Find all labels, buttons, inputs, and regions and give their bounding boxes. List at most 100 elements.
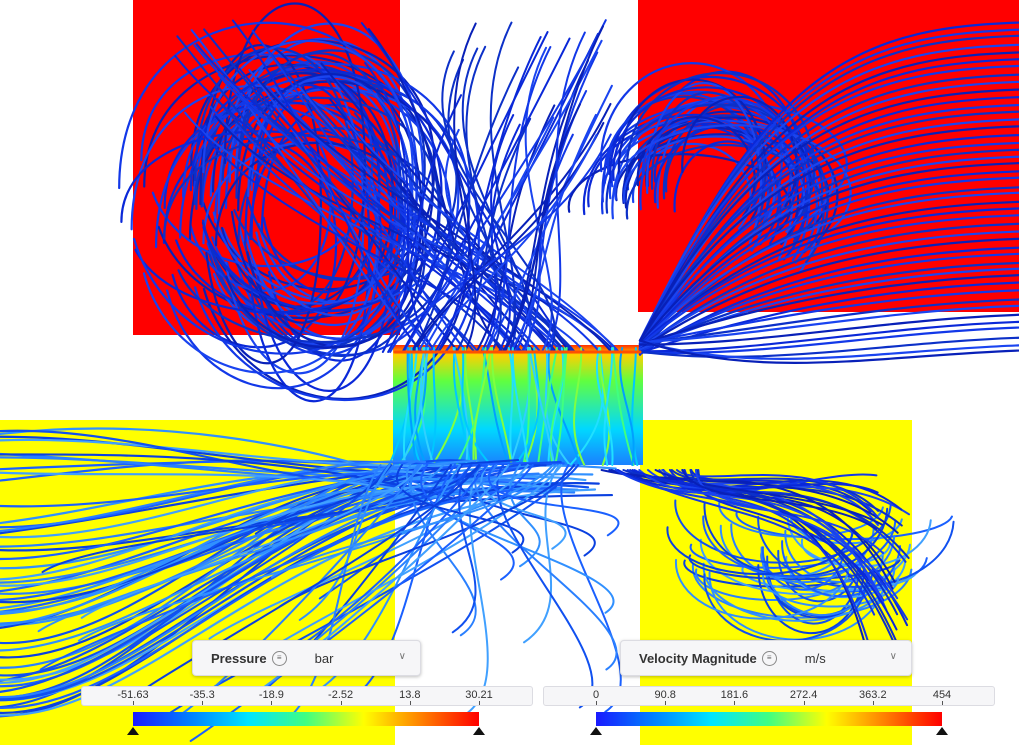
streamline [760,546,884,617]
streamline [699,538,911,596]
streamline [203,28,476,353]
streamline [638,80,1019,352]
streamline [638,313,1019,346]
velocity-colorbar [596,712,942,726]
streamline [509,113,597,353]
velocity-tick-mark [734,701,736,705]
streamline [348,464,456,702]
streamline [428,347,437,466]
streamline [199,43,323,365]
streamline [554,347,568,466]
velocity-quantity-label: Velocity Magnitude [639,650,757,666]
streamline [195,43,556,353]
streamline [420,464,515,581]
streamline [261,464,563,655]
streamline [681,469,878,530]
streamline [638,339,1019,360]
streamline [638,320,1019,353]
velocity-tick-mark [596,701,597,705]
menu-icon[interactable]: ≡ [761,650,777,666]
velocity-legend-selector[interactable]: Velocity Magnitude ≡ m/s ∨ [620,640,912,676]
streamline [428,133,598,353]
streamline [120,130,404,314]
streamline [464,347,477,466]
streamline [0,488,409,616]
streamline [248,68,434,353]
streamline [757,564,865,635]
chevron-down-icon[interactable]: ∨ [889,651,897,662]
streamline [451,464,477,634]
streamline [569,347,605,466]
velocity-tick-label: 181.6 [720,689,749,701]
pressure-max-handle[interactable] [473,727,485,735]
streamline [638,88,1019,342]
streamline [217,73,620,353]
streamline [619,347,635,466]
streamline [536,347,558,466]
streamline [689,469,907,664]
streamline [0,458,520,535]
streamline [367,28,504,353]
streamline [0,486,557,710]
streamline [625,71,816,225]
streamline [691,563,913,619]
streamline [0,471,452,501]
velocity-tick-label: 0 [592,689,600,701]
streamline [638,170,1019,348]
streamline [622,135,806,233]
streamline [595,347,614,466]
streamline [638,274,1019,346]
streamline [638,237,1019,351]
menu-icon[interactable]: ≡ [271,650,287,666]
streamline [638,64,1019,342]
streamline [410,102,612,353]
pressure-tick-label: 30.21 [465,689,493,701]
streamline [412,66,520,353]
streamline [638,176,1019,350]
pressure-min-handle[interactable] [127,727,139,735]
streamline [514,89,588,353]
pressure-tick-mark [133,701,134,705]
streamline [453,22,477,353]
streamline [405,464,615,614]
velocity-max-handle[interactable] [936,727,948,735]
pressure-legend-selector[interactable]: Pressure ≡ bar ∨ [192,640,421,676]
streamline [488,464,620,537]
streamline [80,464,424,619]
streamline [491,347,513,466]
velocity-tick-mark [872,701,874,705]
streamline [781,540,902,598]
streamline [638,222,1019,351]
streamline [638,339,1019,364]
streamline [674,499,892,564]
pressure-tick-mark [409,701,411,705]
velocity-unit: m/s [804,650,826,666]
streamline [638,207,1019,346]
chevron-down-icon[interactable]: ∨ [398,651,406,662]
streamline [210,464,483,550]
streamline [654,469,884,526]
velocity-tick-bar [543,686,995,706]
velocity-tick-label: 454 [932,689,952,701]
pressure-tick-mark [271,701,273,705]
velocity-tick-mark [942,701,943,705]
streamline [616,469,879,494]
pressure-unit: bar [314,650,334,666]
streamline [638,118,1019,350]
streamline [381,94,463,353]
streamline [461,347,492,466]
streamline [389,133,612,353]
streamline [270,464,558,579]
streamline [0,438,461,468]
pressure-tick-label: -51.63 [117,689,149,701]
streamline [528,347,556,466]
velocity-min-handle[interactable] [590,727,602,735]
streamline [422,116,555,353]
streamline [406,347,417,466]
pressure-tick-label: 13.8 [399,689,421,701]
streamline [481,347,511,466]
streamline [387,31,549,353]
streamline [302,94,567,353]
streamline [297,464,489,649]
